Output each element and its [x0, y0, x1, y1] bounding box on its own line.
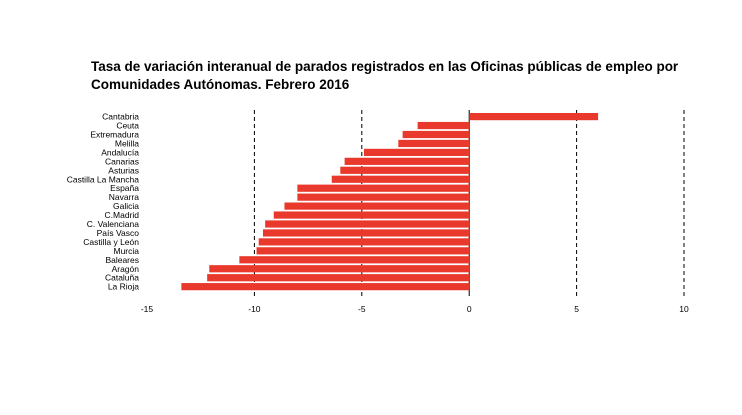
bar [344, 157, 470, 165]
bar [284, 202, 470, 210]
category-label: Melilla [115, 138, 139, 148]
bar [469, 113, 599, 121]
chart-title-line-2: Comunidades Autónomas. Febrero 2016 [91, 77, 350, 92]
category-label: Castilla y León [83, 237, 139, 247]
bar [265, 220, 470, 228]
category-label: C. Valenciana [87, 219, 140, 229]
category-label: Andalucía [101, 147, 139, 157]
category-label: Galicia [113, 201, 139, 211]
tick-label: -10 [248, 304, 261, 314]
tick-label: -5 [358, 304, 366, 314]
bar [181, 283, 470, 291]
category-label: Baleares [105, 255, 139, 265]
tick-label: 5 [574, 304, 579, 314]
bar [297, 193, 470, 201]
tick-label: -15 [141, 304, 154, 314]
tick-label: 10 [679, 304, 689, 314]
category-label: Castilla La Mancha [67, 174, 140, 184]
category-label: Aragón [112, 264, 140, 274]
tick-label: 0 [467, 304, 472, 314]
category-label: La Rioja [108, 282, 139, 292]
bar [363, 148, 470, 156]
bar [209, 265, 470, 273]
chart-title-line-1: Tasa de variación interanual de parados … [91, 59, 679, 74]
bar [340, 166, 470, 174]
bar [258, 238, 470, 246]
bar [402, 130, 470, 139]
bar [331, 175, 470, 183]
category-label: País Vasco [97, 228, 140, 238]
bar [297, 184, 470, 192]
category-label: C.Madrid [105, 210, 140, 220]
category-label: Asturias [108, 165, 139, 175]
category-label: Canarias [105, 156, 139, 166]
category-label: España [110, 183, 139, 193]
category-label: Navarra [109, 192, 140, 202]
bar [262, 229, 470, 237]
category-labels: CantabriaCeutaExtremaduraMelillaAndalucí… [67, 112, 140, 292]
chart-title: Tasa de variación interanual de parados … [91, 58, 691, 94]
category-label: Cataluña [105, 273, 139, 283]
bar [417, 121, 470, 130]
category-label: Cantabria [102, 112, 139, 122]
bar [207, 274, 470, 282]
category-label: Murcia [113, 246, 139, 256]
bars [181, 113, 599, 291]
bar [273, 211, 470, 219]
x-axis-tick-labels: -15 -10 -5 0 5 10 [141, 304, 689, 314]
grid-lines [253, 110, 685, 296]
bar [256, 247, 470, 255]
bar [398, 139, 470, 148]
category-label: Extremadura [90, 130, 139, 140]
category-label: Ceuta [116, 121, 139, 131]
bar [239, 256, 470, 264]
